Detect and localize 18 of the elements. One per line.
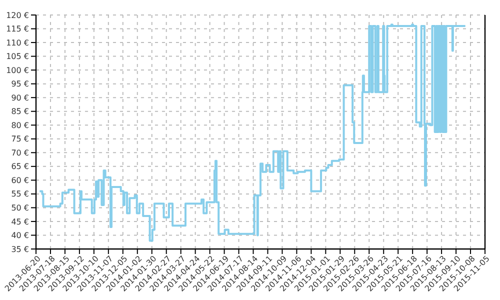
y-tick-label: 80 € — [11, 120, 29, 130]
y-tick-label: 70 € — [11, 148, 29, 158]
y-tick-label: 40 € — [11, 231, 29, 240]
y-tick-label: 50 € — [11, 204, 29, 213]
y-tick-label: 100 € — [6, 66, 29, 75]
y-tick-label: 35 € — [11, 244, 29, 254]
y-tick-label: 110 € — [6, 38, 29, 48]
y-tick-label: 105 € — [6, 52, 29, 62]
y-tick-label: 85 € — [11, 107, 29, 116]
y-tick-label: 60 € — [11, 176, 29, 185]
y-tick-label: 75 € — [11, 134, 29, 144]
y-tick-label: 120 € — [6, 10, 29, 20]
y-tick-label: 115 € — [6, 24, 29, 34]
y-tick-label: 65 € — [11, 162, 29, 172]
y-tick-label: 45 € — [11, 217, 29, 226]
y-tick-label: 95 € — [11, 80, 29, 89]
y-tick-label: 55 € — [11, 190, 29, 199]
y-tick-label: 90 € — [11, 93, 29, 102]
